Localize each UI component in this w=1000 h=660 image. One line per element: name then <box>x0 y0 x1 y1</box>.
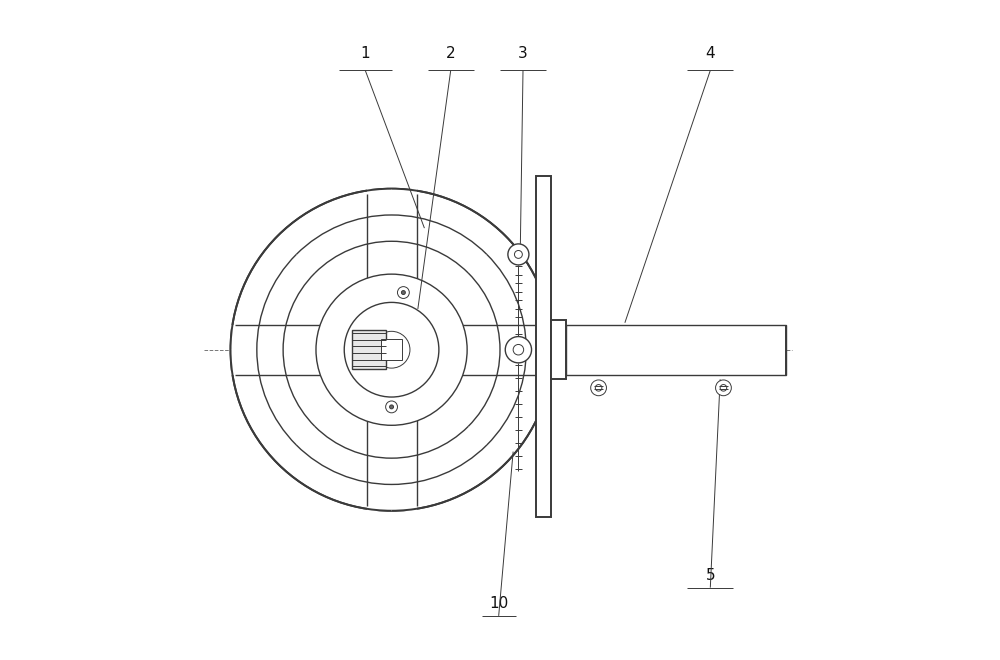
Bar <box>352 330 386 370</box>
Bar <box>231 325 327 375</box>
Text: 5: 5 <box>705 568 715 583</box>
Bar <box>566 325 786 375</box>
Circle shape <box>231 189 553 511</box>
Circle shape <box>390 405 394 409</box>
Bar <box>381 339 402 360</box>
Text: 10: 10 <box>489 596 508 611</box>
Text: 2: 2 <box>446 46 456 61</box>
Circle shape <box>316 274 467 425</box>
Circle shape <box>386 401 397 412</box>
Circle shape <box>591 380 606 396</box>
Bar <box>456 325 553 375</box>
Bar <box>367 189 417 286</box>
Bar <box>551 320 566 379</box>
Circle shape <box>505 337 532 363</box>
Text: 3: 3 <box>518 46 528 61</box>
Bar <box>367 414 417 511</box>
Circle shape <box>373 331 410 368</box>
Circle shape <box>514 251 522 258</box>
Circle shape <box>397 286 409 298</box>
Circle shape <box>595 385 602 391</box>
Circle shape <box>508 244 529 265</box>
Circle shape <box>716 380 731 396</box>
Bar <box>536 176 551 517</box>
Text: 4: 4 <box>705 46 715 61</box>
Circle shape <box>720 385 727 391</box>
Circle shape <box>344 302 439 397</box>
Circle shape <box>513 345 524 355</box>
Circle shape <box>401 290 405 294</box>
Text: 1: 1 <box>360 46 370 61</box>
